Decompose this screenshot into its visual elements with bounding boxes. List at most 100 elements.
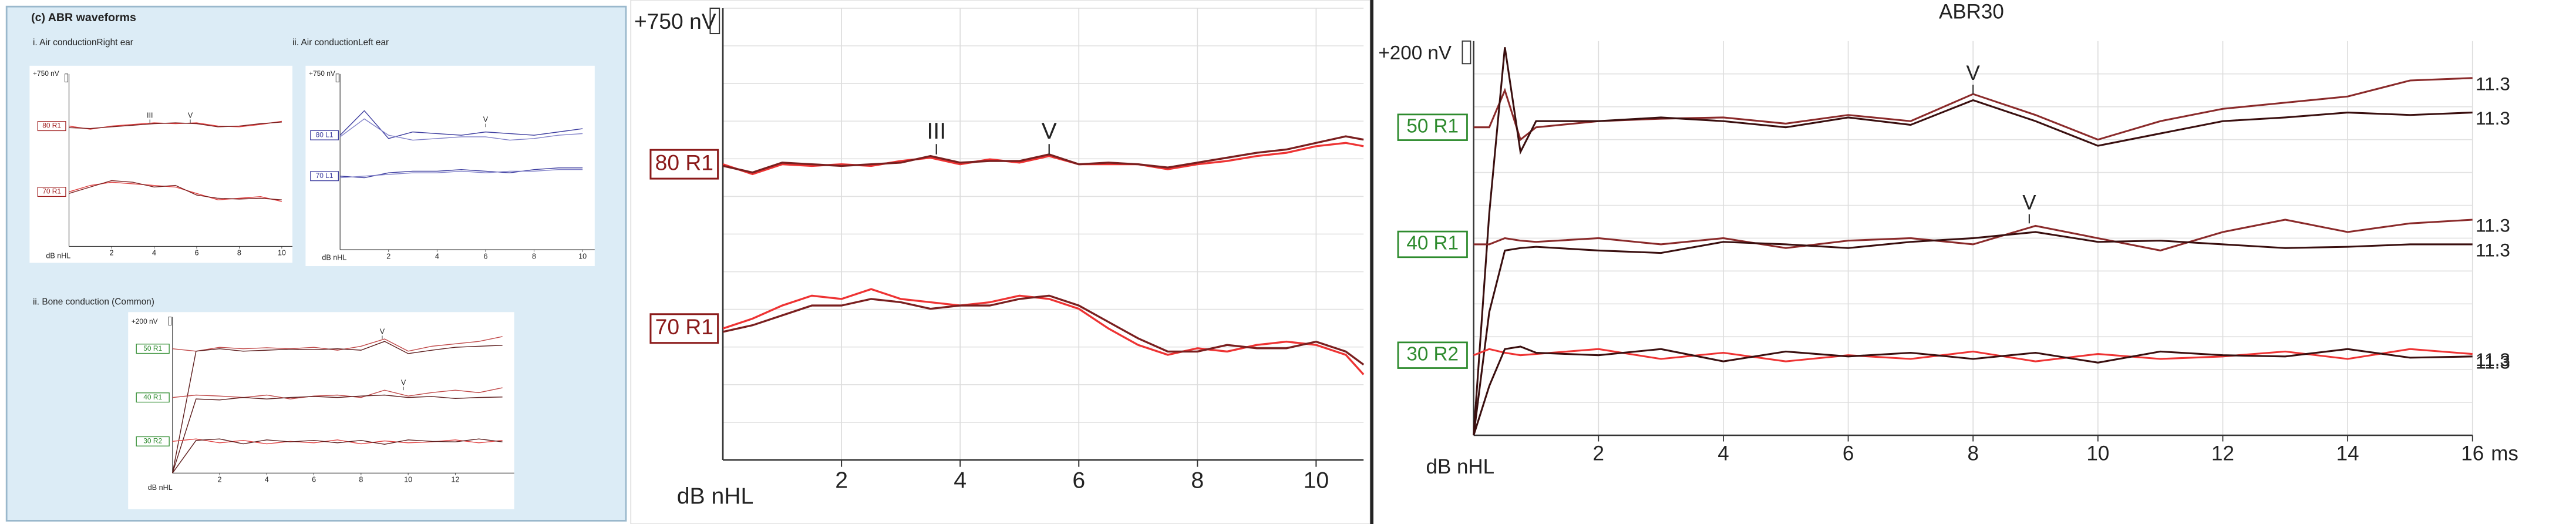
waveform — [1473, 77, 2473, 142]
channel-label: 50 R1 — [1406, 115, 1459, 137]
channel-label: 50 R1 — [143, 344, 162, 352]
channel-label-box — [649, 149, 719, 180]
scale-bar — [1462, 40, 1471, 65]
scale-label: +200 nV — [1378, 42, 1452, 64]
x-tick-label: 4 — [265, 476, 269, 484]
channel-label: 80 R1 — [655, 150, 713, 174]
x-tick-label: 8 — [1191, 468, 1204, 493]
channel-label-box — [136, 392, 170, 403]
x-tick-label: 2 — [1593, 442, 1604, 465]
x-tick-label: 10 — [2086, 442, 2109, 465]
peak-label: V — [401, 379, 406, 387]
waveform — [1473, 348, 2473, 362]
waveform — [339, 118, 583, 141]
end-label: 11.3 — [2476, 352, 2510, 372]
chart-title: ii. Air conductionLeft ear — [292, 38, 389, 48]
waveform — [722, 294, 1365, 366]
scale-bar — [168, 317, 172, 325]
waveform — [69, 180, 282, 200]
x-axis-label: dB nHL — [677, 484, 754, 509]
channel-label-box — [310, 130, 339, 140]
x-axis-label: dB nHL — [1426, 455, 1495, 478]
peak-label: V — [380, 327, 385, 335]
scale-bar — [709, 7, 720, 35]
x-tick-label: 4 — [1718, 442, 1729, 465]
x-axis-label: dB nHL — [322, 253, 346, 261]
waveform — [69, 182, 282, 202]
channel-label-box — [136, 436, 170, 446]
waveform — [340, 169, 583, 179]
peak-label: V — [1042, 119, 1057, 144]
scale-label: +750 nV — [634, 9, 716, 33]
end-label: 11.3 — [2476, 216, 2510, 236]
channel-label: 70 R1 — [655, 314, 713, 339]
peak-label: V — [483, 116, 489, 124]
x-tick-label: 4 — [954, 468, 967, 493]
peak-label: III — [927, 119, 946, 144]
waveform — [69, 122, 282, 129]
channel-label-box — [1397, 113, 1468, 141]
x-tick-label: 2 — [835, 468, 848, 493]
waveform — [172, 341, 503, 473]
middle-panel — [630, 0, 1371, 524]
end-label: 11.3 — [2476, 73, 2510, 94]
channel-label-box — [37, 187, 66, 197]
x-tick-label: 2 — [218, 476, 222, 484]
chart-box — [305, 65, 595, 266]
channel-label: 80 L1 — [316, 130, 334, 139]
chart-title: i. Air conductionRight ear — [33, 38, 133, 48]
waveform — [1473, 231, 2473, 436]
waveform — [172, 387, 503, 399]
channel-label: 70 R1 — [42, 187, 61, 196]
x-tick-label: 2 — [109, 249, 113, 257]
channel-label: 70 L1 — [316, 172, 334, 180]
peak-label: V — [188, 112, 193, 120]
scale-bar — [335, 73, 339, 83]
x-tick-label: 6 — [312, 476, 316, 484]
x-unit: ms — [2491, 442, 2518, 465]
x-tick-label: 12 — [2211, 442, 2234, 465]
end-label: 11.3 — [2476, 108, 2510, 129]
channel-label: 30 R2 — [1406, 343, 1459, 365]
x-tick-label: 10 — [578, 252, 587, 260]
end-label: 11.3 — [2476, 350, 2510, 370]
x-tick-label: 8 — [1967, 442, 1978, 465]
x-tick-label: 6 — [194, 249, 198, 257]
channel-label: 40 R1 — [1406, 233, 1459, 254]
waveform — [172, 438, 503, 473]
x-tick-label: 2 — [386, 252, 390, 260]
waveform — [1473, 47, 2473, 436]
scale-bar — [65, 73, 69, 83]
x-tick-label: 10 — [1304, 468, 1329, 493]
end-label: 11.3 — [2476, 240, 2510, 260]
x-tick-label: 4 — [152, 249, 156, 257]
panel-title: (c) ABR waveforms — [31, 11, 136, 24]
x-axis-label: dB nHL — [46, 252, 70, 260]
channel-label-box — [310, 171, 339, 182]
chart-title: ii. Bone conduction (Common) — [33, 297, 154, 307]
x-tick-label: 10 — [404, 476, 412, 484]
channel-label-box — [1397, 341, 1468, 369]
x-tick-label: 8 — [532, 252, 536, 260]
x-tick-label: 8 — [359, 476, 363, 484]
scale-label: +750 nV — [309, 69, 335, 78]
scale-label: +750 nV — [33, 69, 59, 78]
waveform — [172, 336, 503, 352]
waveform — [340, 167, 583, 179]
peak-label: III — [147, 112, 153, 120]
waveform — [1473, 219, 2473, 252]
peak-label: V — [2022, 191, 2036, 214]
x-tick-label: 6 — [1843, 442, 1854, 465]
x-tick-label: 6 — [483, 252, 487, 260]
channel-label: 80 R1 — [42, 122, 61, 130]
channel-label-box — [136, 344, 170, 354]
channel-label-box — [649, 313, 719, 344]
x-tick-label: 12 — [451, 476, 459, 484]
waveform — [172, 394, 503, 473]
waveform — [172, 438, 503, 445]
waveform — [1473, 345, 2473, 436]
x-tick-label: 16 — [2461, 442, 2484, 465]
chart-title: ABR30 — [1939, 1, 2004, 23]
